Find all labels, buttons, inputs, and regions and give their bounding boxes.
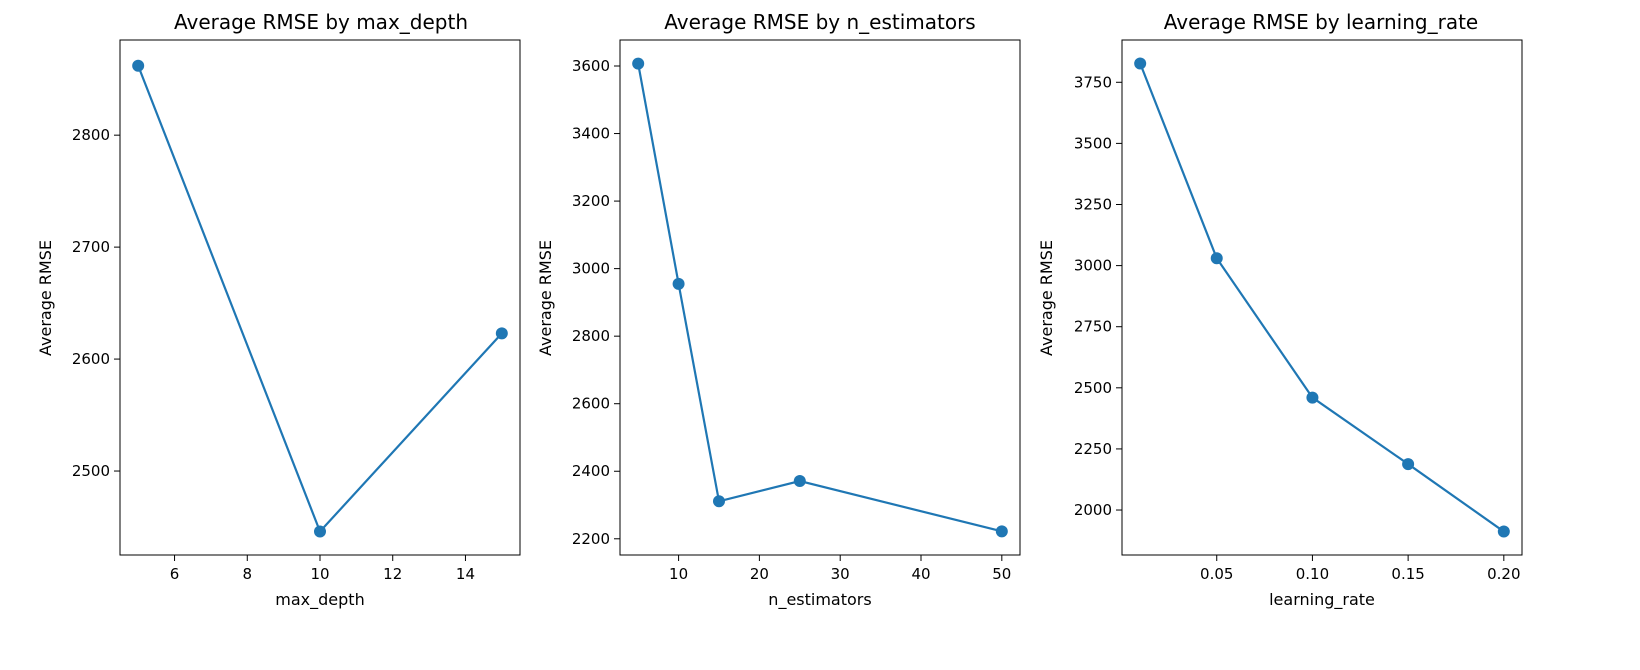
y-tick-label: 2250 [1074,440,1112,458]
y-axis-label: Average RMSE [536,240,555,356]
data-point [632,57,645,70]
x-tick-label: 8 [242,565,252,583]
y-ticks: 2000 2250 2500 2750 3000 3250 3500 3750 [1074,73,1122,519]
y-tick-label: 2800 [572,327,610,345]
series-line [1139,63,1505,533]
data-point [1210,252,1223,265]
series-line [137,65,503,534]
chart-title: Average RMSE by max_depth [174,10,468,34]
x-tick-label: 40 [911,565,930,583]
y-tick-label: 2400 [572,462,610,480]
x-ticks: 6 8 10 12 14 [170,555,475,583]
x-ticks: 0.05 0.10 0.15 0.20 [1200,555,1521,583]
data-point [132,59,145,72]
y-tick-label: 3400 [572,125,610,143]
x-tick-label: 10 [669,565,688,583]
series-line [637,63,1003,533]
x-tick-label: 20 [750,565,769,583]
plot-area-frame [1121,39,1523,556]
data-point [793,475,806,488]
y-tick-label: 3750 [1074,73,1112,91]
y-axis-label: Average RMSE [36,240,55,356]
y-tick-label: 2500 [72,462,110,480]
plot-area-frame [619,39,1021,556]
data-point [1497,525,1510,538]
y-axis-label: Average RMSE [1037,240,1056,356]
y-tick-label: 3250 [1074,195,1112,213]
data-point [314,525,326,538]
y-tick-label: 3200 [572,192,610,210]
y-tick-label: 3000 [1074,257,1112,275]
y-tick-label: 3000 [572,260,610,278]
y-tick-label: 2700 [72,238,110,256]
y-tick-label: 2500 [1074,379,1112,397]
series-line-group [632,57,1008,538]
x-tick-label: 50 [992,565,1011,583]
y-tick-label: 3500 [1074,134,1112,152]
x-ticks: 10 20 30 40 50 [669,555,1011,583]
data-point [1134,57,1147,70]
y-tick-label: 2800 [72,126,110,144]
plot-area-frame [119,39,521,556]
x-axis-label: n_estimators [768,590,871,610]
chart-panel-max-depth: Average RMSE by max_depth 2500 2600 2700 28… [36,10,521,610]
y-ticks: 2500 2600 2700 2800 [72,126,120,480]
series-line-group [1134,57,1510,538]
x-tick-label: 10 [310,565,329,583]
x-tick-label: 0.15 [1391,565,1424,583]
data-point [995,525,1008,538]
data-point [1306,391,1319,404]
series-line-group [132,59,508,538]
data-point [672,277,685,290]
y-tick-label: 2000 [1074,501,1112,519]
chart-title: Average RMSE by learning_rate [1164,10,1478,34]
x-tick-label: 30 [831,565,850,583]
y-tick-label: 3600 [572,57,610,75]
x-tick-label: 12 [383,565,402,583]
x-tick-label: 0.05 [1200,565,1233,583]
data-point [495,327,508,340]
data-point [712,495,725,508]
x-tick-label: 0.20 [1487,565,1520,583]
chart-title: Average RMSE by n_estimators [664,10,975,34]
y-tick-label: 2600 [72,350,110,368]
x-axis-label: learning_rate [1269,590,1375,610]
y-tick-label: 2600 [572,395,610,413]
data-point [1402,458,1415,471]
x-tick-label: 0.10 [1296,565,1329,583]
chart-panel-learning-rate: Average RMSE by learning_rate 2000 2250 25… [1037,10,1523,610]
y-ticks: 2200 2400 2600 2800 3000 3200 3400 3600 [572,57,620,548]
x-axis-label: max_depth [275,590,364,610]
chart-panel-n-estimators: Average RMSE by n_estimators 2200 2400 260… [536,10,1021,610]
x-tick-label: 6 [170,565,180,583]
x-tick-label: 14 [456,565,475,583]
y-tick-label: 2200 [572,530,610,548]
y-tick-label: 2750 [1074,318,1112,336]
